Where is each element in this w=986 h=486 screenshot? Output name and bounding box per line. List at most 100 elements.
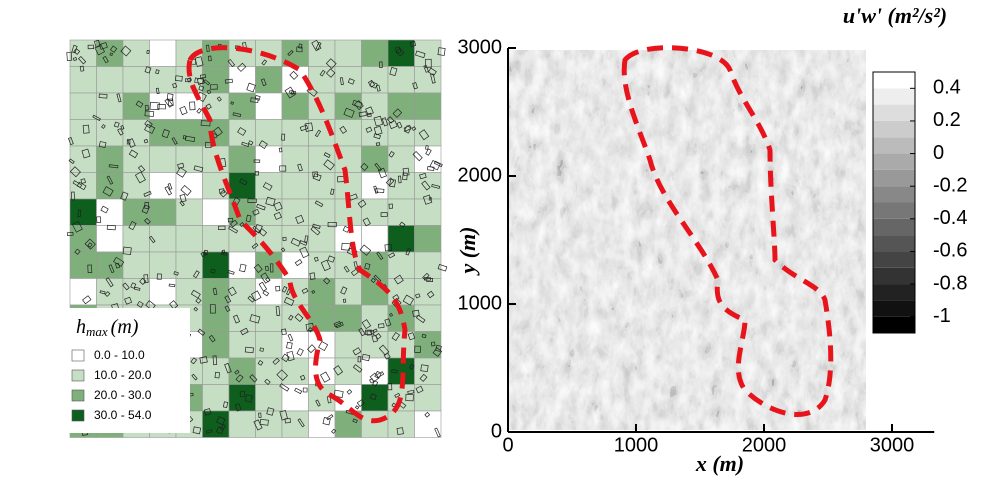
building	[426, 278, 433, 282]
building	[309, 272, 316, 280]
colorbar-band	[873, 104, 915, 121]
building	[250, 97, 259, 103]
map-cell	[255, 172, 283, 200]
building	[427, 67, 437, 77]
building	[299, 124, 309, 132]
building	[169, 300, 179, 310]
building	[117, 128, 124, 136]
building	[179, 193, 187, 203]
building	[122, 282, 130, 291]
building	[278, 147, 283, 153]
contour-field	[508, 50, 866, 430]
building	[166, 93, 174, 102]
y-tick-label: 2000	[458, 164, 503, 186]
building	[361, 319, 372, 330]
building	[326, 414, 334, 421]
building	[392, 108, 403, 118]
map-cell	[281, 92, 309, 120]
building	[396, 427, 404, 436]
building	[148, 235, 156, 244]
map-cell	[414, 278, 442, 306]
building	[182, 135, 187, 140]
building	[205, 429, 213, 434]
building	[275, 306, 281, 316]
colorbar-band	[873, 186, 915, 203]
building	[437, 47, 446, 56]
map-cell	[96, 66, 124, 94]
building	[167, 183, 173, 190]
building	[405, 247, 411, 256]
building	[429, 160, 441, 171]
building	[249, 314, 261, 324]
building	[373, 115, 384, 127]
building	[172, 82, 178, 89]
map-cell	[361, 384, 389, 412]
map-cell	[122, 39, 150, 67]
building	[66, 51, 73, 61]
building	[68, 137, 74, 146]
map-cell	[228, 304, 256, 332]
building	[256, 203, 266, 211]
building	[341, 242, 351, 251]
building	[357, 199, 367, 209]
building	[284, 86, 296, 99]
building	[241, 141, 250, 147]
building	[323, 159, 335, 171]
building	[134, 171, 146, 184]
building	[402, 294, 415, 306]
colorbar-band	[873, 202, 915, 219]
building	[342, 225, 350, 233]
map-cell	[96, 145, 124, 173]
building	[212, 355, 218, 366]
building	[98, 141, 107, 149]
building	[227, 217, 234, 223]
building	[339, 125, 348, 134]
building	[280, 247, 286, 253]
building	[113, 121, 120, 128]
map-cell	[202, 198, 230, 226]
building	[240, 327, 249, 336]
map-cell	[228, 251, 256, 279]
building	[294, 258, 303, 267]
building	[437, 264, 448, 272]
building	[99, 290, 106, 295]
building	[387, 383, 393, 391]
map-cell	[308, 357, 336, 385]
map-cell	[202, 304, 230, 332]
building	[315, 41, 322, 50]
map-cell	[255, 384, 283, 412]
building	[177, 162, 185, 169]
building	[287, 333, 294, 342]
map-cell	[308, 331, 336, 359]
map-cell	[228, 145, 256, 173]
legend-title-main: h	[76, 316, 86, 338]
building	[269, 263, 274, 273]
building	[423, 277, 431, 281]
map-cell	[308, 225, 336, 253]
building	[371, 334, 378, 343]
building	[173, 271, 179, 276]
building	[161, 129, 170, 139]
building	[367, 79, 376, 88]
building	[314, 200, 324, 208]
building	[281, 353, 290, 363]
building	[347, 78, 355, 85]
legend-swatch	[71, 349, 85, 362]
map-cell	[202, 331, 230, 359]
building	[106, 224, 116, 231]
contour-axes: 0 1000 2000 3000 0 1000 2000 3000 0.4 0.2 0 -0.2 -0.…	[458, 36, 968, 456]
building	[312, 223, 321, 230]
map-cell	[334, 225, 362, 253]
building	[364, 262, 371, 270]
legend-swatch	[71, 369, 85, 382]
building	[264, 378, 271, 385]
building	[412, 150, 423, 162]
building	[96, 216, 102, 224]
map-cell	[334, 278, 362, 306]
map-cell	[387, 92, 415, 120]
building	[407, 332, 416, 341]
building	[164, 186, 173, 196]
building	[87, 44, 94, 50]
map-cell	[308, 278, 336, 306]
building	[358, 327, 366, 337]
